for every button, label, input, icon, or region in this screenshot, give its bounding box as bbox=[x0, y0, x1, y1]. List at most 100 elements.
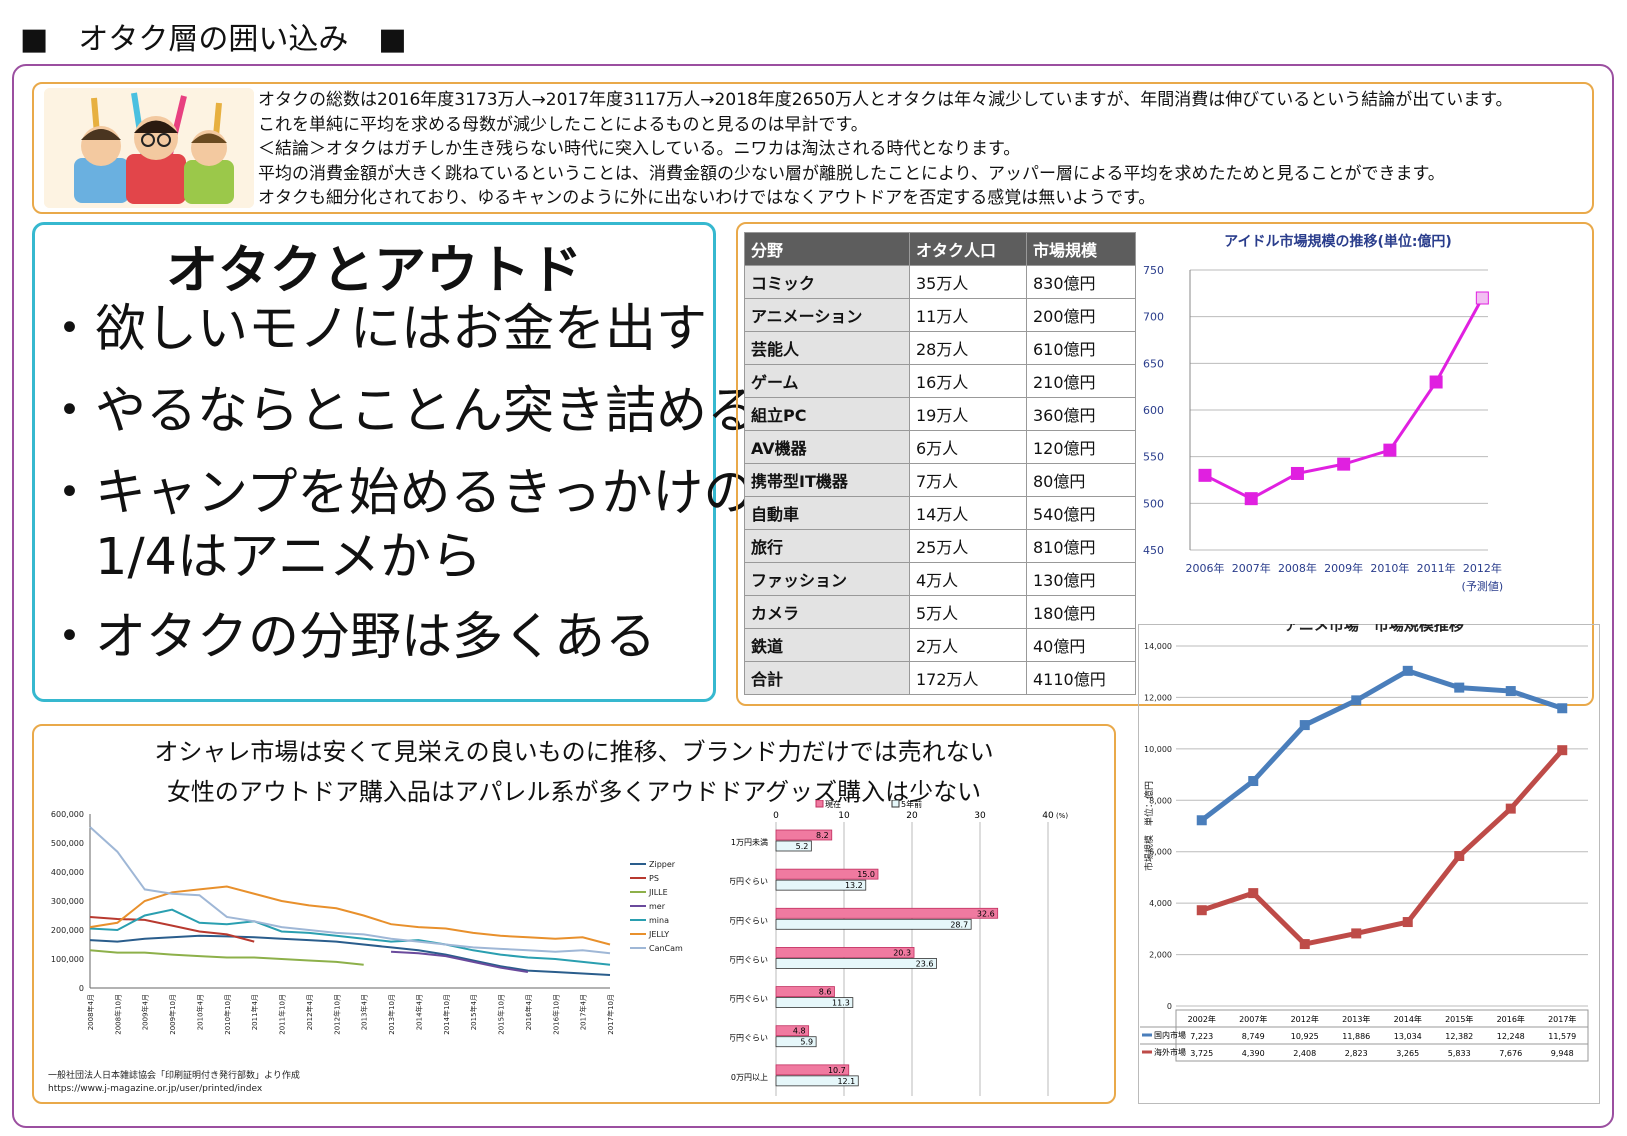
data-label: 12.1 bbox=[837, 1077, 855, 1086]
data-label: 32.6 bbox=[977, 909, 995, 918]
bar bbox=[775, 1075, 859, 1087]
value-cell: 28万人 bbox=[909, 331, 1027, 365]
table-value: 13,034 bbox=[1394, 1032, 1422, 1041]
x-tick-label: 30 bbox=[974, 811, 986, 821]
data-point bbox=[1299, 720, 1310, 731]
x-tick-label: 2011年10月 bbox=[278, 994, 287, 1035]
y-axis-label: 市場規模 単位：億円 bbox=[1143, 781, 1155, 871]
table-value: 11,579 bbox=[1548, 1032, 1576, 1041]
legend-swatch bbox=[815, 800, 824, 808]
y-tick-label: 300,000 bbox=[51, 897, 84, 906]
x-tick-label: 0 bbox=[773, 811, 779, 821]
data-label: 28.7 bbox=[950, 920, 968, 929]
table-row: 自動車 14万人 540億円 bbox=[744, 496, 1136, 530]
data-label: 8.6 bbox=[819, 988, 832, 997]
value-cell: 19万人 bbox=[909, 397, 1027, 431]
y-tick-label: 650 bbox=[1143, 357, 1164, 370]
value-cell: 80億円 bbox=[1026, 463, 1136, 497]
x-tick-label: 2014年4月 bbox=[414, 994, 423, 1030]
table-header: 2007年 bbox=[1239, 1014, 1267, 1024]
y-tick-label: 10,000 bbox=[1144, 745, 1172, 754]
data-label: 13.2 bbox=[845, 881, 863, 890]
legend-label: PS bbox=[649, 874, 659, 883]
category-label: 10万円以上 bbox=[730, 1073, 768, 1082]
x-tick-label: 40 bbox=[1042, 811, 1054, 821]
table-value: 12,248 bbox=[1497, 1032, 1525, 1041]
category-cell: 自動車 bbox=[744, 496, 910, 530]
y-tick-label: 200,000 bbox=[51, 926, 84, 935]
y-tick-label: 450 bbox=[1143, 544, 1164, 557]
category-cell: 芸能人 bbox=[744, 331, 910, 365]
data-label: 20.3 bbox=[893, 948, 911, 957]
y-tick-label: 4,000 bbox=[1149, 899, 1172, 908]
value-cell: 5万人 bbox=[909, 595, 1027, 629]
bar bbox=[775, 1025, 810, 1037]
series-line bbox=[390, 950, 529, 974]
x-tick-label: 2012年 bbox=[1463, 561, 1502, 575]
data-point bbox=[1248, 776, 1259, 787]
value-cell: 200億円 bbox=[1026, 298, 1136, 332]
table-row: ゲーム 16万人 210億円 bbox=[744, 364, 1136, 398]
category-cell: 旅行 bbox=[744, 529, 910, 563]
table-value: 10,925 bbox=[1291, 1032, 1319, 1041]
y-tick-label: 14,000 bbox=[1144, 642, 1172, 651]
intro-line: ＜結論＞オタクはガチしか生き残らない時代に突入している。ニワカは淘汰される時代と… bbox=[258, 139, 1021, 159]
y-tick-label: 600,000 bbox=[51, 810, 84, 819]
legend-label: 国内市場 bbox=[1154, 1030, 1186, 1040]
table-header: 2002年 bbox=[1188, 1014, 1216, 1024]
fashion-title-1: オシャレ市場は安くて見栄えの良いものに推移、ブランド力だけでは売れない bbox=[154, 738, 994, 766]
magazine-circulation-chart: 600,000 500,000 400,000 300,000 200,000 100,0… bbox=[48, 810, 683, 1094]
series-line bbox=[89, 826, 611, 955]
table-value: 2,823 bbox=[1345, 1049, 1368, 1058]
table-row: AV機器 6万人 120億円 bbox=[744, 430, 1136, 464]
bar bbox=[775, 907, 999, 919]
page-title: ■ オタク層の囲い込み ■ bbox=[20, 22, 407, 57]
anime-market-chart: アニメ市場 市場規模推移 14,000 12,000 10,000 8,000 6,000… bbox=[1140, 624, 1589, 1062]
data-point bbox=[1351, 695, 1362, 706]
table-header: 2012年 bbox=[1291, 1014, 1319, 1024]
data-label: 5.2 bbox=[796, 842, 809, 851]
y-tick-label: 0 bbox=[79, 984, 84, 993]
data-label: 11.3 bbox=[832, 999, 850, 1008]
x-tick-label: 2008年4月 bbox=[86, 994, 95, 1030]
value-cell: 172万人 bbox=[909, 661, 1027, 695]
x-tick-label: 2012年10月 bbox=[332, 994, 341, 1035]
x-tick-label: 10 bbox=[838, 811, 850, 821]
value-cell: 120億円 bbox=[1026, 430, 1136, 464]
series-line bbox=[89, 885, 611, 946]
bar bbox=[775, 918, 972, 930]
legend-label: Zipper bbox=[649, 860, 676, 869]
table-row: ファッション 4万人 130億円 bbox=[744, 562, 1136, 596]
data-point bbox=[1196, 905, 1207, 916]
value-cell: 4万人 bbox=[909, 562, 1027, 596]
idol-market-chart: アイドル市場規模の推移(単位:億円) 750 700 650 600 550 500 450 2… bbox=[1143, 233, 1503, 593]
table-row: アニメーション 11万人 200億円 bbox=[744, 298, 1136, 332]
chart-title: アイドル市場規模の推移(単位:億円) bbox=[1224, 233, 1452, 250]
data-label: 5.9 bbox=[800, 1038, 813, 1047]
x-tick-label: 2010年10月 bbox=[223, 994, 232, 1035]
value-cell: 830億円 bbox=[1026, 265, 1136, 299]
x-tick-label: 2009年10月 bbox=[168, 994, 177, 1035]
data-point bbox=[1557, 745, 1568, 756]
intro-panel bbox=[32, 82, 1594, 214]
data-point bbox=[1337, 457, 1351, 471]
x-tick-label: 2009年4月 bbox=[141, 994, 150, 1030]
data-point bbox=[1402, 665, 1413, 676]
legend-label: JELLY bbox=[648, 930, 669, 939]
table-header: 2017年 bbox=[1548, 1014, 1576, 1024]
bar bbox=[775, 829, 833, 841]
anime-market-panel bbox=[1138, 624, 1600, 1104]
series-line bbox=[1200, 748, 1565, 947]
value-cell: 130億円 bbox=[1026, 562, 1136, 596]
value-cell: 540億円 bbox=[1026, 496, 1136, 530]
table-value: 7,676 bbox=[1499, 1049, 1522, 1058]
x-tick-label: 2015年10月 bbox=[497, 994, 506, 1035]
legend-label: 5年前 bbox=[901, 800, 922, 809]
data-point bbox=[1505, 803, 1516, 814]
data-point bbox=[1557, 703, 1568, 714]
value-cell: 7万人 bbox=[909, 463, 1027, 497]
column-header: オタク人口 bbox=[909, 232, 1027, 266]
y-tick-label: 0 bbox=[1167, 1002, 1172, 1011]
